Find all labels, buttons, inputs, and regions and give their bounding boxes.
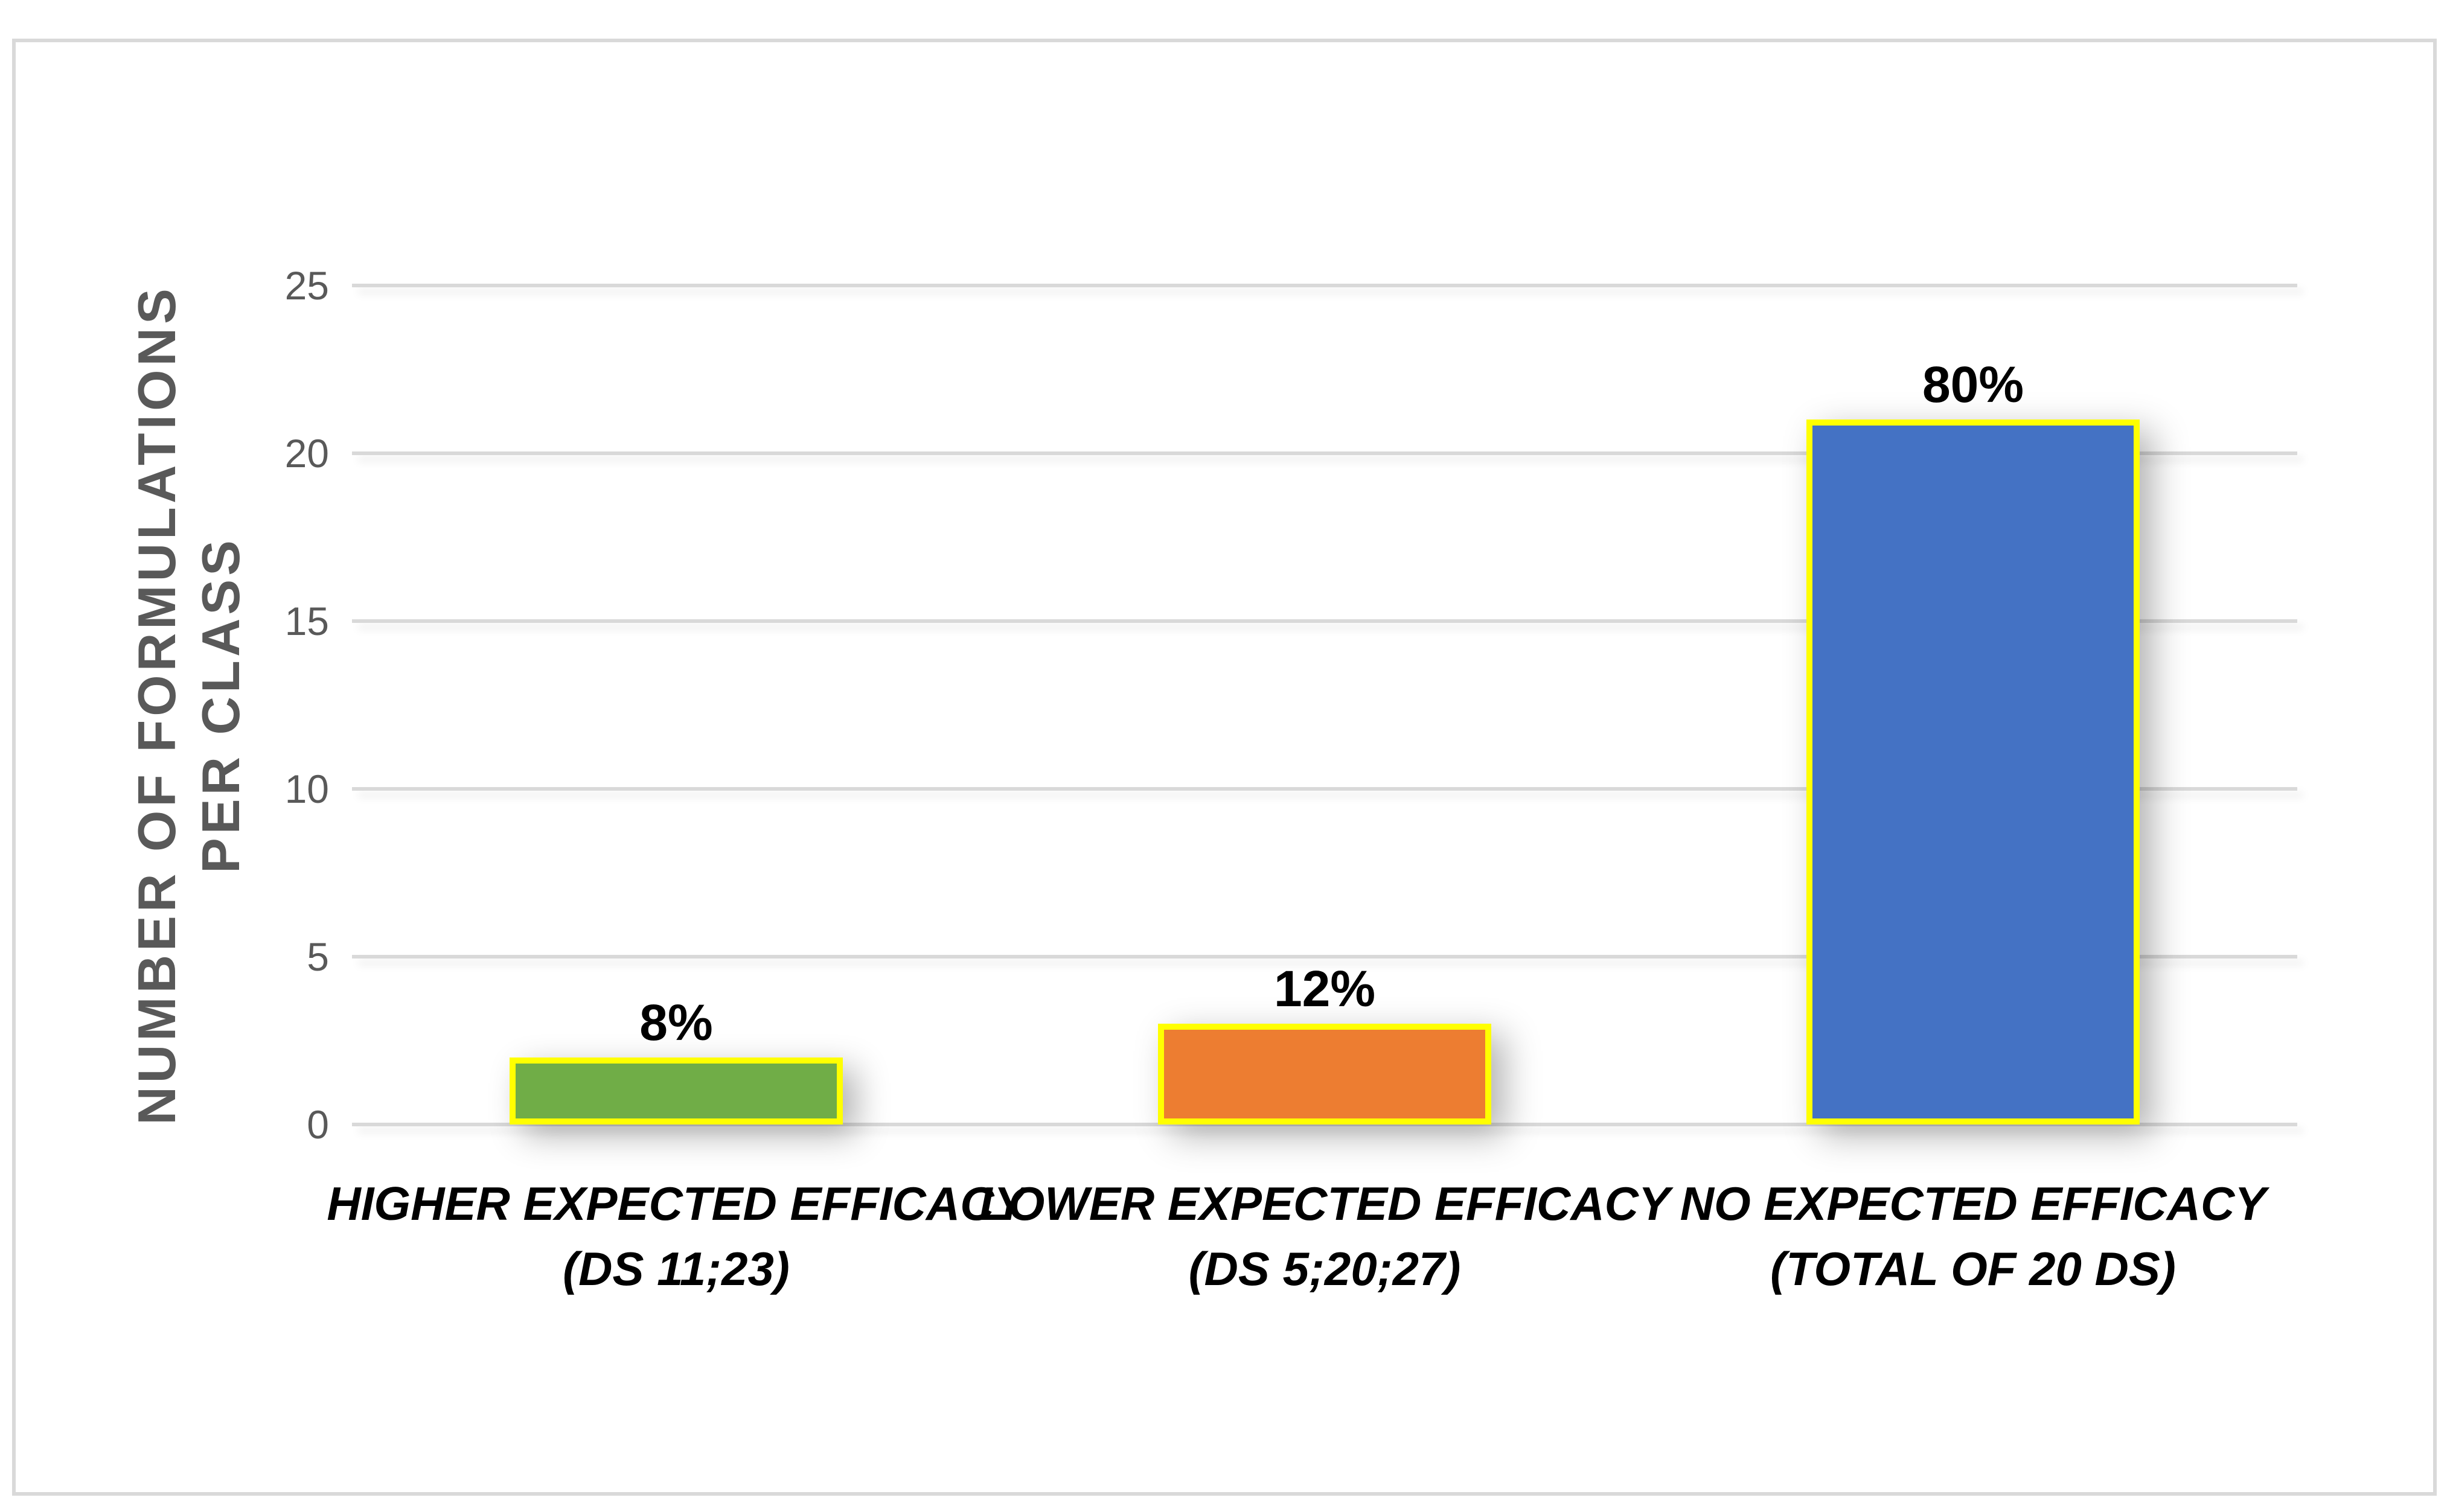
bar-lower-expected-efficacy	[1158, 1024, 1491, 1124]
category-label-higher-expected-efficacy: HIGHER EXPECTED EFFICACY (DS 11;23)	[326, 1171, 1026, 1301]
y-tick-label-0: 0	[307, 1102, 329, 1147]
category-label-higher-expected-efficacy-line-1: HIGHER EXPECTED EFFICACY	[327, 1177, 1026, 1230]
y-axis-title-line-1: NUMBER OF FORMULATIONS	[127, 285, 187, 1125]
category-label-no-expected-efficacy-line-2: (TOTAL OF 20 DS)	[1770, 1242, 2176, 1295]
gridline-0	[352, 1123, 2297, 1126]
data-label-no-expected-efficacy: 80%	[1922, 356, 2024, 413]
y-axis-title-line-2: PER CLASS	[191, 537, 251, 873]
bar-higher-expected-efficacy	[510, 1057, 843, 1124]
y-tick-label-25: 25	[284, 263, 329, 308]
gridline-10	[352, 787, 2297, 791]
chart-outer-border	[12, 39, 2437, 1496]
bar-no-expected-efficacy	[1806, 419, 2140, 1124]
gridline-5	[352, 955, 2297, 959]
category-label-lower-expected-efficacy-line-2: (DS 5;20;27)	[1188, 1242, 1461, 1295]
category-label-lower-expected-efficacy-line-1: LOWER EXPECTED EFFICACY	[979, 1177, 1671, 1230]
y-tick-label-20: 20	[284, 431, 329, 476]
category-label-no-expected-efficacy-line-1: NO EXPECTED EFFICACY	[1680, 1177, 2266, 1230]
data-label-lower-expected-efficacy: 12%	[1273, 960, 1376, 1017]
category-label-higher-expected-efficacy-line-2: (DS 11;23)	[563, 1242, 790, 1295]
category-label-no-expected-efficacy: NO EXPECTED EFFICACY (TOTAL OF 20 DS)	[1623, 1171, 2323, 1301]
y-tick-label-15: 15	[284, 599, 329, 643]
y-tick-label-10: 10	[284, 767, 329, 811]
y-tick-label-5: 5	[307, 934, 329, 979]
y-axis-title: NUMBER OF FORMULATIONS PER CLASS	[125, 222, 253, 1188]
gridline-15	[352, 619, 2297, 623]
gridline-20	[352, 451, 2297, 455]
gridline-25	[352, 284, 2297, 287]
data-label-higher-expected-efficacy: 8%	[639, 994, 713, 1051]
category-label-lower-expected-efficacy: LOWER EXPECTED EFFICACY (DS 5;20;27)	[974, 1171, 1675, 1301]
